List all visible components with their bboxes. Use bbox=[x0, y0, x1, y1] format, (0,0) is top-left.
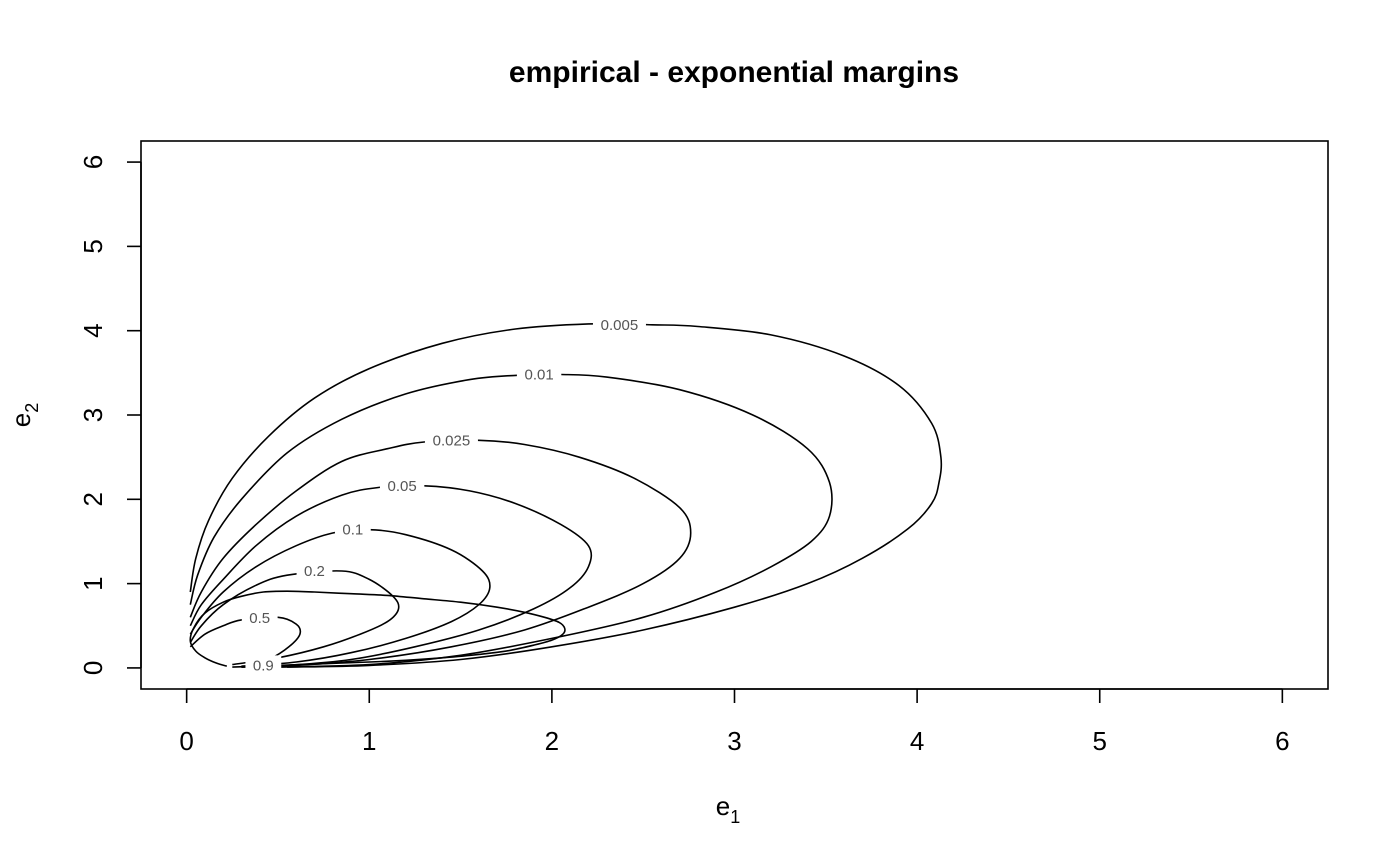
y-tick-label: 0 bbox=[78, 661, 108, 675]
contour-line-0-005 bbox=[189, 322, 943, 668]
contour-label-background bbox=[592, 314, 646, 335]
x-tick-label: 1 bbox=[362, 726, 376, 756]
x-axis-label: e1 bbox=[716, 791, 740, 827]
x-tick-label: 6 bbox=[1275, 726, 1289, 756]
x-axis: 0 1 2 3 4 5 6 bbox=[179, 688, 1290, 756]
contour-lines bbox=[189, 322, 943, 668]
y-axis: 0 1 2 3 4 5 6 bbox=[78, 155, 142, 675]
contour-label: 0.05 bbox=[388, 478, 417, 495]
x-tick-label: 3 bbox=[727, 726, 741, 756]
contour-line-0-1 bbox=[189, 528, 491, 667]
y-axis-label: e2 bbox=[6, 403, 42, 427]
contour-label: 0.025 bbox=[433, 432, 471, 449]
x-tick-label: 2 bbox=[545, 726, 559, 756]
y-tick-label: 2 bbox=[78, 492, 108, 506]
contour-label: 0.2 bbox=[304, 563, 325, 580]
contour-labels: 0.005 0.01 0.025 0.05 0.1 0.2 0.5 0.9 bbox=[241, 314, 646, 676]
y-tick-label: 1 bbox=[78, 576, 108, 590]
contour-line-0-05 bbox=[189, 484, 593, 668]
contour-line-0-2 bbox=[189, 570, 400, 666]
y-tick-label: 3 bbox=[78, 408, 108, 422]
x-tick-label: 4 bbox=[910, 726, 924, 756]
contour-label: 0.01 bbox=[525, 367, 554, 384]
contour-label: 0.5 bbox=[249, 610, 270, 627]
x-axis-label-subscript: 1 bbox=[730, 807, 740, 827]
contour-label-background bbox=[379, 475, 425, 496]
contour-line-0-01 bbox=[189, 373, 833, 668]
x-axis-label-main: e bbox=[716, 791, 730, 821]
contour-label: 0.9 bbox=[253, 657, 274, 674]
contour-label-background bbox=[334, 519, 371, 540]
contour-label-background bbox=[296, 560, 333, 581]
y-axis-label-subscript: 2 bbox=[22, 403, 42, 413]
contour-label: 0.005 bbox=[601, 317, 639, 334]
contour-label-background bbox=[245, 655, 282, 676]
y-axis-label-main: e bbox=[6, 413, 36, 427]
y-tick-label: 4 bbox=[78, 323, 108, 337]
y-tick-label: 5 bbox=[78, 239, 108, 253]
chart-title: empirical - exponential margins bbox=[509, 56, 959, 89]
contour-line-0-025 bbox=[189, 439, 692, 668]
contour-label-background bbox=[241, 608, 278, 629]
contour-label: 0.1 bbox=[342, 522, 363, 539]
contour-label-background bbox=[516, 364, 562, 385]
x-tick-label: 5 bbox=[1092, 726, 1106, 756]
y-tick-label: 6 bbox=[78, 155, 108, 169]
contour-line-0-5 bbox=[189, 616, 302, 666]
contour-label-background bbox=[424, 430, 478, 451]
contour-line-0-9 bbox=[189, 590, 566, 668]
x-tick-label: 0 bbox=[179, 726, 193, 756]
